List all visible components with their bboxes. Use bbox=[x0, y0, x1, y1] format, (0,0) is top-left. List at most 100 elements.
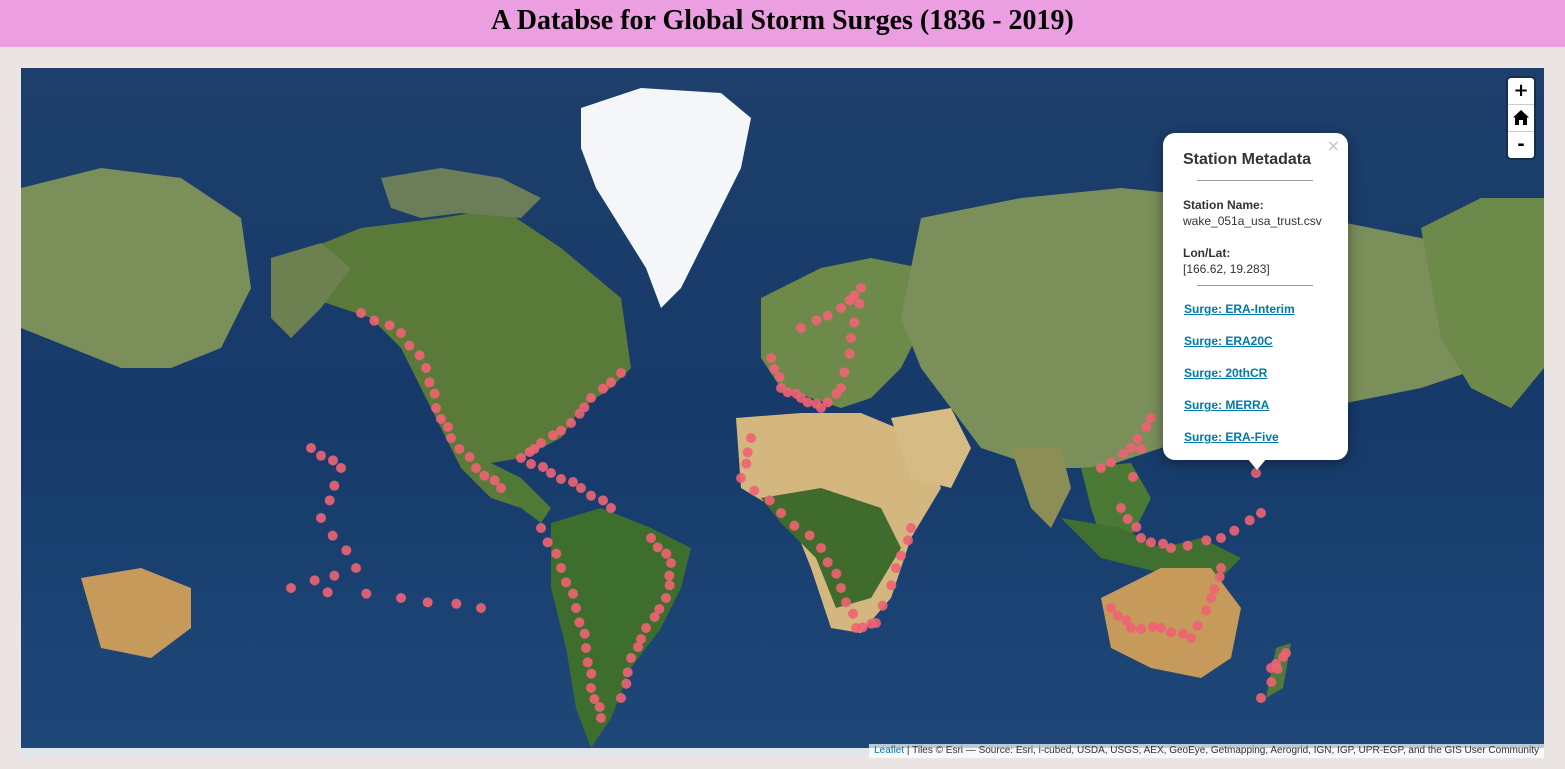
station-marker[interactable] bbox=[1131, 522, 1142, 532]
station-marker[interactable] bbox=[361, 588, 372, 599]
station-marker[interactable] bbox=[356, 308, 366, 318]
station-marker[interactable] bbox=[816, 403, 826, 413]
station-marker[interactable] bbox=[774, 372, 785, 382]
station-marker[interactable] bbox=[454, 444, 465, 454]
station-marker[interactable] bbox=[566, 418, 576, 428]
station-marker[interactable] bbox=[1166, 543, 1176, 553]
station-marker[interactable] bbox=[849, 317, 860, 328]
station-marker[interactable] bbox=[316, 450, 326, 461]
station-marker[interactable] bbox=[1128, 472, 1138, 482]
station-marker[interactable] bbox=[594, 702, 605, 712]
station-marker[interactable] bbox=[626, 653, 636, 663]
station-marker[interactable] bbox=[1116, 503, 1126, 513]
station-marker[interactable] bbox=[1256, 693, 1266, 703]
station-marker[interactable] bbox=[1136, 444, 1146, 454]
station-marker[interactable] bbox=[782, 387, 793, 398]
station-marker[interactable] bbox=[831, 568, 842, 579]
station-marker[interactable] bbox=[1206, 593, 1216, 603]
station-marker[interactable] bbox=[606, 377, 616, 388]
station-marker[interactable] bbox=[598, 495, 608, 506]
station-marker[interactable] bbox=[1148, 622, 1158, 632]
home-button[interactable] bbox=[1508, 105, 1534, 132]
station-marker[interactable] bbox=[844, 348, 855, 359]
station-marker[interactable] bbox=[329, 570, 340, 581]
station-marker[interactable] bbox=[764, 495, 775, 506]
station-marker[interactable] bbox=[574, 617, 585, 628]
station-marker[interactable] bbox=[1216, 533, 1226, 543]
station-marker[interactable] bbox=[306, 443, 316, 453]
station-marker[interactable] bbox=[526, 459, 536, 469]
station-marker[interactable] bbox=[896, 550, 906, 561]
station-marker[interactable] bbox=[1126, 443, 1136, 453]
station-marker[interactable] bbox=[636, 634, 646, 644]
station-marker[interactable] bbox=[836, 583, 846, 593]
station-marker[interactable] bbox=[384, 320, 395, 331]
station-marker[interactable] bbox=[369, 315, 380, 326]
station-marker[interactable] bbox=[451, 598, 462, 609]
station-marker[interactable] bbox=[324, 495, 335, 506]
station-marker[interactable] bbox=[816, 543, 826, 553]
station-marker[interactable] bbox=[464, 452, 475, 462]
station-marker[interactable] bbox=[1229, 525, 1240, 536]
station-marker[interactable] bbox=[742, 447, 753, 458]
station-marker[interactable] bbox=[1244, 515, 1255, 526]
surge-era20c-link[interactable]: Surge: ERA20C bbox=[1184, 334, 1273, 348]
station-marker[interactable] bbox=[903, 535, 913, 546]
popup-close-icon[interactable]: × bbox=[1326, 136, 1340, 155]
station-marker[interactable] bbox=[871, 618, 881, 628]
station-marker[interactable] bbox=[479, 470, 490, 481]
station-marker[interactable] bbox=[429, 388, 440, 399]
station-marker[interactable] bbox=[822, 557, 833, 568]
station-marker[interactable] bbox=[431, 403, 441, 413]
station-marker[interactable] bbox=[336, 463, 346, 473]
station-marker[interactable] bbox=[877, 600, 888, 611]
station-marker[interactable] bbox=[1118, 448, 1128, 459]
station-marker[interactable] bbox=[749, 485, 760, 496]
station-marker[interactable] bbox=[561, 577, 571, 588]
station-marker[interactable] bbox=[661, 593, 671, 603]
station-marker[interactable] bbox=[586, 683, 596, 693]
station-marker[interactable] bbox=[616, 693, 626, 703]
station-marker[interactable] bbox=[341, 545, 352, 556]
station-marker[interactable] bbox=[1251, 468, 1261, 478]
station-marker[interactable] bbox=[1281, 648, 1291, 658]
station-marker[interactable] bbox=[328, 455, 338, 466]
station-marker[interactable] bbox=[581, 643, 591, 653]
station-marker[interactable] bbox=[857, 622, 868, 633]
station-marker[interactable] bbox=[1216, 563, 1226, 573]
station-marker[interactable] bbox=[327, 530, 338, 541]
station-marker[interactable] bbox=[1178, 628, 1188, 639]
station-marker[interactable] bbox=[396, 328, 406, 338]
station-marker[interactable] bbox=[576, 483, 586, 493]
surge-era-interim-link[interactable]: Surge: ERA-Interim bbox=[1184, 302, 1295, 316]
station-marker[interactable] bbox=[844, 295, 855, 306]
station-marker[interactable] bbox=[556, 474, 566, 484]
station-marker[interactable] bbox=[776, 508, 786, 518]
station-marker[interactable] bbox=[1146, 413, 1156, 423]
station-marker[interactable] bbox=[536, 523, 546, 533]
station-marker[interactable] bbox=[1141, 422, 1152, 432]
station-marker[interactable] bbox=[654, 604, 665, 614]
station-marker[interactable] bbox=[891, 563, 901, 573]
station-marker[interactable] bbox=[589, 694, 600, 704]
station-marker[interactable] bbox=[811, 315, 822, 326]
station-marker[interactable] bbox=[414, 350, 425, 361]
station-marker[interactable] bbox=[621, 678, 632, 689]
station-marker[interactable] bbox=[424, 377, 435, 388]
station-marker[interactable] bbox=[396, 593, 406, 603]
station-marker[interactable] bbox=[1209, 584, 1220, 594]
station-marker[interactable] bbox=[836, 303, 846, 313]
station-marker[interactable] bbox=[661, 548, 672, 559]
station-marker[interactable] bbox=[551, 548, 562, 559]
station-marker[interactable] bbox=[796, 323, 806, 333]
station-marker[interactable] bbox=[422, 597, 433, 608]
station-marker[interactable] bbox=[536, 438, 546, 448]
station-marker[interactable] bbox=[1166, 627, 1176, 638]
station-marker[interactable] bbox=[886, 580, 897, 591]
station-marker[interactable] bbox=[1272, 664, 1283, 674]
station-marker[interactable] bbox=[446, 433, 456, 443]
station-marker[interactable] bbox=[1132, 434, 1143, 444]
station-marker[interactable] bbox=[322, 587, 333, 598]
station-marker[interactable] bbox=[1136, 533, 1146, 543]
station-marker[interactable] bbox=[848, 608, 858, 619]
